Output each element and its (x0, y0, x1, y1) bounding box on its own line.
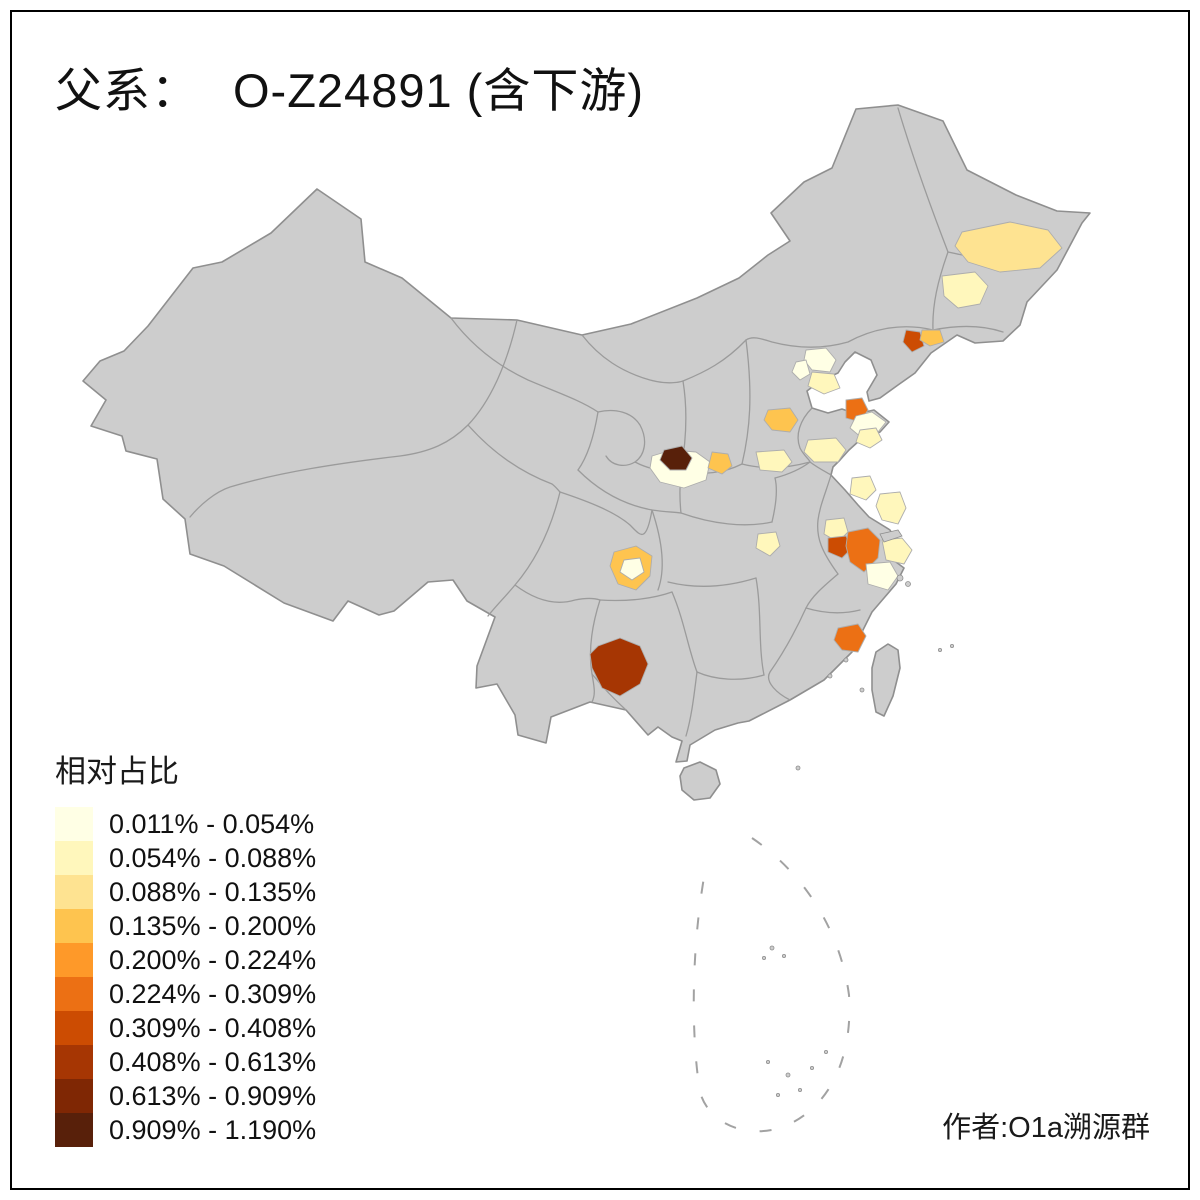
map-region (849, 475, 877, 501)
legend-item: 0.224% - 0.309% (55, 977, 316, 1011)
map-region (589, 637, 649, 697)
legend-swatch (55, 977, 93, 1011)
legend-swatch (55, 875, 93, 909)
legend-title: 相对占比 (55, 754, 179, 789)
offshore-islet (950, 644, 955, 649)
author-credit: 作者:O1a溯源群 (942, 1112, 1150, 1144)
legend-item: 0.054% - 0.088% (55, 841, 316, 875)
map-region (807, 371, 841, 395)
offshore-islet (938, 648, 943, 653)
nine-dash-line (692, 837, 851, 1133)
coastal-islet (843, 657, 849, 663)
china-mainland-shape (82, 104, 1091, 763)
page-title: 父系： O-Z24891 (含下游) (55, 52, 644, 121)
image-border-frame (10, 10, 1190, 1190)
legend-label: 0.088% - 0.135% (109, 876, 317, 907)
legend-label: 0.224% - 0.309% (109, 978, 317, 1009)
map-region (707, 451, 733, 475)
legend-label: 0.011% - 0.054% (109, 808, 315, 839)
islands (679, 529, 955, 1133)
hainan-island (679, 761, 721, 801)
legend-swatch (55, 909, 93, 943)
map-region (755, 531, 781, 557)
legend-swatch (55, 943, 93, 977)
legend-item: 0.200% - 0.224% (55, 943, 316, 977)
map-region (803, 437, 847, 463)
coastal-islet (896, 574, 904, 582)
map-region (865, 561, 899, 591)
map-region (954, 221, 1063, 273)
map-region (855, 427, 883, 449)
legend-label: 0.613% - 0.909% (109, 1080, 317, 1111)
legend-label: 0.200% - 0.224% (109, 944, 317, 975)
south-sea-islet (798, 1088, 803, 1093)
legend-label: 0.135% - 0.200% (109, 910, 317, 941)
legend-swatch (55, 1113, 93, 1147)
map-region (755, 449, 793, 473)
south-sea-islet (769, 945, 775, 951)
legend-label: 0.909% - 1.190% (109, 1114, 317, 1145)
map-region (902, 329, 925, 353)
map-region (763, 407, 799, 433)
province-boundaries (189, 107, 1028, 737)
offshore-islet (859, 687, 865, 693)
south-sea-islet (776, 1093, 781, 1098)
south-sea-islet (766, 1060, 771, 1065)
south-sea-islet (782, 954, 787, 959)
legend-item: 0.135% - 0.200% (55, 909, 316, 943)
coastal-islet (905, 581, 911, 587)
map-region (875, 491, 907, 525)
chongming-island (879, 529, 903, 543)
legend: 相对占比 0.011% - 0.054% 0.054% - 0.088% 0.088… (55, 746, 316, 1147)
legend-label: 0.309% - 0.408% (109, 1012, 317, 1043)
taiwan-island (871, 643, 901, 717)
map-region (827, 535, 853, 559)
title-chinese-prefix: 父系： (55, 66, 199, 118)
map-region (833, 623, 867, 653)
legend-swatch (55, 1011, 93, 1045)
highlighted-regions (589, 221, 1063, 697)
legend-item: 0.309% - 0.408% (55, 1011, 316, 1045)
legend-label: 0.054% - 0.088% (109, 842, 317, 873)
offshore-islet (795, 765, 801, 771)
legend-item: 0.909% - 1.190% (55, 1113, 316, 1147)
title-haplogroup: O-Z24891 (含下游) (233, 64, 644, 117)
legend-item: 0.011% - 0.054% (55, 807, 316, 841)
south-sea-islet (762, 956, 767, 961)
legend-rows: 0.011% - 0.054% 0.054% - 0.088% 0.088% - 0… (55, 807, 316, 1147)
south-sea-islet (785, 1072, 791, 1078)
legend-label: 0.408% - 0.613% (109, 1046, 317, 1077)
map-region (919, 329, 945, 347)
legend-swatch (55, 841, 93, 875)
map-region (619, 557, 645, 581)
map-region (659, 445, 693, 471)
legend-swatch (55, 1079, 93, 1113)
legend-item: 0.613% - 0.909% (55, 1079, 316, 1113)
coastal-islet (827, 673, 833, 679)
map-region (941, 271, 989, 309)
legend-swatch (55, 807, 93, 841)
legend-item: 0.408% - 0.613% (55, 1045, 316, 1079)
legend-swatch (55, 1045, 93, 1079)
south-sea-islet (810, 1066, 815, 1071)
map-region (881, 537, 913, 565)
map-region (791, 359, 811, 381)
legend-item: 0.088% - 0.135% (55, 875, 316, 909)
south-sea-islet (824, 1050, 829, 1055)
